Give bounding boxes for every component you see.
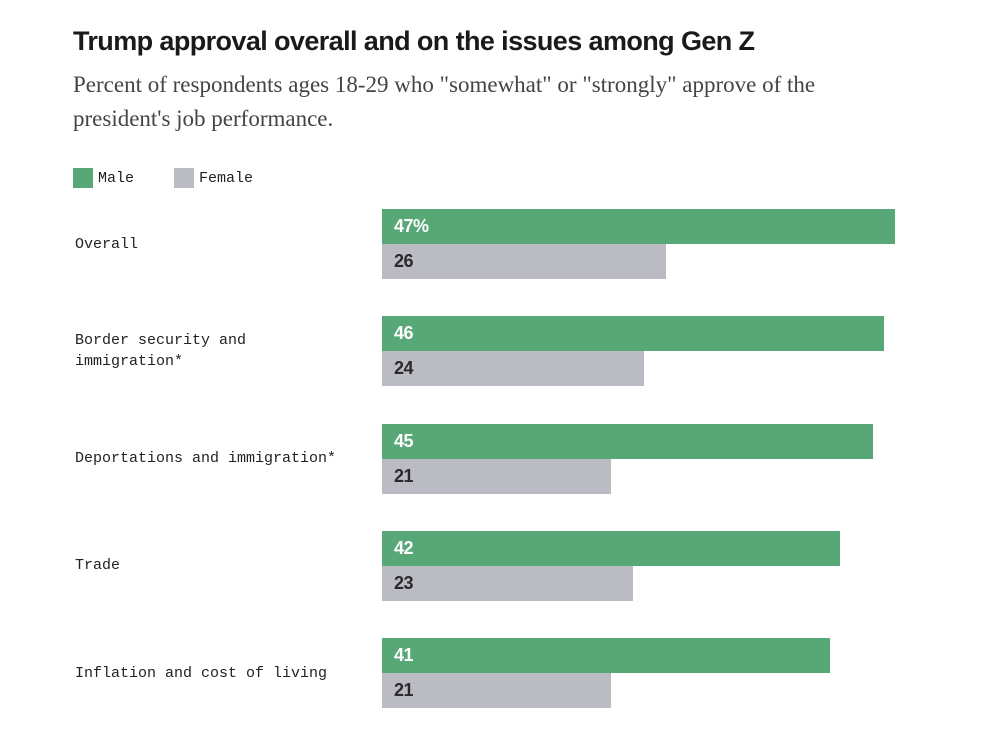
data-label: 41 [394,645,414,666]
bar-female: 21 [382,458,612,494]
bar-female: 21 [382,673,612,709]
data-label: 24 [394,358,414,379]
data-label: 21 [394,465,414,486]
data-label: 23 [394,572,414,593]
bar-male: 42 [382,530,841,566]
bar-male: 41 [382,638,830,674]
category-label: Inflation and cost of living [75,664,328,682]
legend-female: Female [174,168,253,188]
bar-female: 26 [382,244,666,279]
chart-subtitle: Percent of respondents ages 18-29 who "s… [73,72,816,131]
bar-male: 47% [382,209,895,244]
data-label: 21 [394,680,414,701]
data-label: 45 [394,430,414,451]
data-label: 47% [394,216,429,236]
legend-label-female: Female [199,169,254,187]
legend-swatch-female [174,168,194,188]
data-label: 26 [394,251,414,271]
bar-male: 46 [382,316,885,352]
legend-swatch-male [73,168,93,188]
bar-female: 24 [382,351,644,387]
legend-male: Male [73,168,134,188]
data-label: 42 [394,537,414,558]
legend-label-male: Male [98,169,135,187]
category-label: Overall [75,235,139,253]
bar-male: 45 [382,423,874,459]
chart-title: Trump approval overall and on the issues… [73,26,755,56]
data-label: 46 [394,323,414,344]
category-label: Border security and immigration* [75,332,247,371]
bar-female: 23 [382,565,634,601]
category-label: Trade [75,557,121,575]
category-label: Deportations and immigration* [75,450,337,468]
